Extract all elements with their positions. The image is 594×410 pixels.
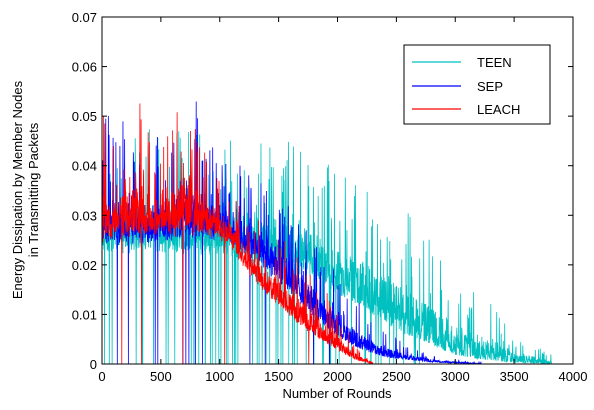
y-axis-label-line1: Energy Dissipation by Member Nodes (10, 80, 25, 299)
y-tick-label: 0 (90, 357, 97, 372)
y-tick-label: 0.03 (72, 208, 97, 223)
x-tick-label: 2000 (323, 369, 352, 384)
x-tick-label: 3000 (441, 369, 470, 384)
y-tick-label: 0.02 (72, 258, 97, 273)
legend: TEEN SEP LEACH (403, 44, 551, 125)
x-tick-label: 2500 (382, 369, 411, 384)
legend-label-teen: TEEN (477, 55, 512, 70)
legend-label-sep: SEP (477, 79, 503, 94)
series-line-leach (101, 103, 374, 365)
series-line-sep (101, 101, 482, 365)
x-tick-label: 4000 (559, 369, 588, 384)
y-tick-label: 0.01 (72, 307, 97, 322)
y-tick-label: 0.04 (72, 159, 97, 174)
x-tick-label: 3500 (500, 369, 529, 384)
x-tick-label: 1500 (264, 369, 293, 384)
x-tick-label: 1000 (205, 369, 234, 384)
x-tick-label: 0 (98, 369, 105, 384)
x-axis-label: Number of Rounds (282, 386, 392, 401)
ticks-layer: 0 500 1000 1500 2000 2500 3000 3500 4000 0 0.01 0.0… (72, 10, 588, 384)
y-tick-label: 0.05 (72, 109, 97, 124)
y-tick-label: 0.06 (72, 60, 97, 75)
y-axis-label-line2: in Transmitting Packets (26, 122, 41, 257)
legend-box (403, 44, 551, 125)
legend-label-leach: LEACH (477, 102, 520, 117)
x-tick-label: 500 (150, 369, 172, 384)
series-layer (101, 101, 553, 366)
y-tick-label: 0.07 (72, 10, 97, 25)
